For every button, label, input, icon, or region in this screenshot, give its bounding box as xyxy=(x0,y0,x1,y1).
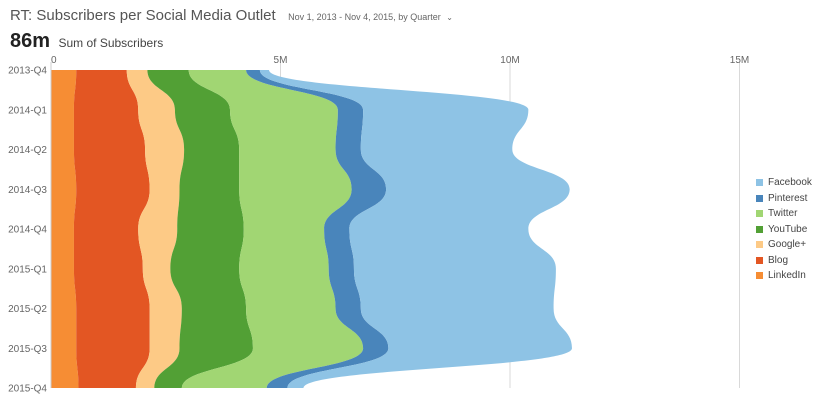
area-series-pinterest[interactable] xyxy=(246,70,389,388)
area-series-linkedin[interactable] xyxy=(51,70,79,388)
area-series-blog[interactable] xyxy=(73,70,150,388)
legend-label: YouTube xyxy=(768,223,808,235)
legend-item-youtube[interactable]: YouTube xyxy=(756,222,812,238)
value-tick-label: 15M xyxy=(730,55,749,66)
legend-item-blog[interactable]: Blog xyxy=(756,253,812,269)
legend-swatch xyxy=(756,210,763,218)
legend-label: LinkedIn xyxy=(768,270,806,282)
category-tick-label: 2014-Q2 xyxy=(8,145,47,156)
chevron-down-icon: ⌄ xyxy=(446,13,453,22)
area-series-facebook[interactable] xyxy=(259,70,572,388)
legend-item-linkedin[interactable]: LinkedIn xyxy=(756,268,812,284)
chart-header: RT: Subscribers per Social Media Outlet … xyxy=(10,7,453,25)
chart-title: RT: Subscribers per Social Media Outlet xyxy=(10,7,276,24)
category-tick-label: 2015-Q4 xyxy=(8,384,47,395)
legend-swatch xyxy=(756,194,763,202)
value-tick-label: 5M xyxy=(274,55,288,66)
category-tick-label: 2014-Q3 xyxy=(8,185,47,196)
chart-legend: Facebook Pinterest Twitter YouTube Google+ Bl… xyxy=(756,175,812,284)
legend-swatch xyxy=(756,179,763,187)
category-tick-label: 2015-Q1 xyxy=(8,264,47,275)
legend-item-twitter[interactable]: Twitter xyxy=(756,206,812,222)
metric-summary: 86m Sum of Subscribers xyxy=(10,30,163,53)
legend-item-pinterest[interactable]: Pinterest xyxy=(756,191,812,207)
legend-swatch xyxy=(756,272,763,280)
category-tick-label: 2015-Q2 xyxy=(8,304,47,315)
legend-swatch xyxy=(756,241,763,249)
category-tick-label: 2015-Q3 xyxy=(8,344,47,355)
legend-item-facebook[interactable]: Facebook xyxy=(756,175,812,191)
metric-value: 86m xyxy=(10,30,51,52)
legend-item-google-[interactable]: Google+ xyxy=(756,237,812,253)
legend-swatch xyxy=(756,256,763,264)
category-tick-label: 2013-Q4 xyxy=(8,66,47,77)
legend-label: Google+ xyxy=(768,239,807,251)
area-series-google-[interactable] xyxy=(126,70,185,388)
area-series-youtube[interactable] xyxy=(147,70,253,388)
category-tick-label: 2014-Q1 xyxy=(8,105,47,116)
legend-label: Facebook xyxy=(768,177,812,189)
legend-swatch xyxy=(756,225,763,233)
date-range-selector[interactable]: Nov 1, 2013 - Nov 4, 2015, by Quarter ⌄ xyxy=(288,12,453,22)
value-tick-label: 10M xyxy=(500,55,519,66)
category-tick-label: 2014-Q4 xyxy=(8,225,47,236)
legend-label: Blog xyxy=(768,254,789,266)
legend-label: Pinterest xyxy=(768,192,808,204)
date-range-label: Nov 1, 2013 - Nov 4, 2015, by Quarter xyxy=(288,12,441,22)
area-series-twitter[interactable] xyxy=(181,70,364,388)
legend-label: Twitter xyxy=(768,208,798,220)
metric-label: Sum of Subscribers xyxy=(58,36,164,50)
value-tick-label: 0 xyxy=(51,55,57,66)
